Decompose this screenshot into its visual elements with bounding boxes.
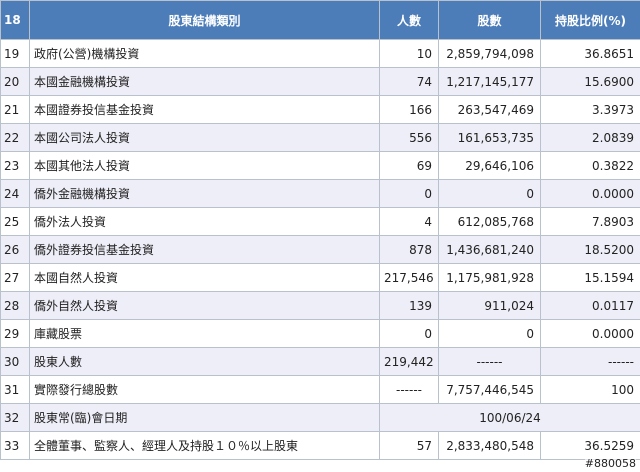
row-number: 29 [0,319,30,348]
row-ratio: 15.1594 [540,263,640,292]
row-ratio: 0.0117 [540,291,640,320]
row-shares: 2,859,794,098 [438,39,541,68]
row-label: 庫藏股票 [29,319,380,348]
header-people: 人數 [379,0,439,40]
table-row: 22 本國公司法人投資 556 161,653,735 2.0839 [0,123,640,152]
table-row: 28 僑外自然人投資 139 911,024 0.0117 [0,291,640,320]
header-ratio: 持股比例(%) [540,0,640,40]
row-shares: 2,833,480,548 [438,431,541,460]
row-ratio: 15.6900 [540,67,640,96]
row-ratio: 3.3973 [540,95,640,124]
row-label: 本國其他法人投資 [29,151,380,180]
row-ratio: 18.5200 [540,235,640,264]
row-number: 32 [0,403,30,432]
row-number: 26 [0,235,30,264]
row-shares: 612,085,768 [438,207,541,236]
row-people: 57 [379,431,439,460]
row-label: 僑外金融機構投資 [29,179,380,208]
row-label: 本國證券投信基金投資 [29,95,380,124]
row-label: 僑外法人投資 [29,207,380,236]
table-row: 26 僑外證券投信基金投資 878 1,436,681,240 18.5200 [0,235,640,264]
row-people: 69 [379,151,439,180]
row-label: 實際發行總股數 [29,375,380,404]
row-label: 全體董事、監察人、經理人及持股１０％以上股東 [29,431,380,460]
table-header-row: 18 股東結構類別 人數 股數 持股比例(%) [0,0,640,40]
row-people: 0 [379,319,439,348]
header-shares: 股數 [438,0,541,40]
table-row: 29 庫藏股票 0 0 0.0000 [0,319,640,348]
row-number: 22 [0,123,30,152]
table-row: 31 實際發行總股數 ------ 7,757,446,545 100 [0,375,640,404]
row-shares: 1,436,681,240 [438,235,541,264]
row-shares: 0 [438,179,541,208]
row-ratio: 36.8651 [540,39,640,68]
row-shares: 161,653,735 [438,123,541,152]
row-label: 僑外自然人投資 [29,291,380,320]
row-people: 74 [379,67,439,96]
row-shares: 7,757,446,545 [438,375,541,404]
table-row: 27 本國自然人投資 217,546 1,175,981,928 15.1594 [0,263,640,292]
row-shares: 263,547,469 [438,95,541,124]
row-number: 30 [0,347,30,376]
row-label: 政府(公營)機構投資 [29,39,380,68]
row-number: 19 [0,39,30,68]
row-number: 28 [0,291,30,320]
row-number: 24 [0,179,30,208]
row-label: 本國自然人投資 [29,263,380,292]
row-people: 556 [379,123,439,152]
table-row: 23 本國其他法人投資 69 29,646,106 0.3822 [0,151,640,180]
row-shares: 911,024 [438,291,541,320]
table-row: 19 政府(公營)機構投資 10 2,859,794,098 36.8651 [0,39,640,68]
row-number: 31 [0,375,30,404]
row-shares: 1,217,145,177 [438,67,541,96]
row-shares: ------ [438,347,541,376]
row-number: 33 [0,431,30,460]
meeting-date: 100/06/24 [379,403,640,432]
table-row: 32 股東常(臨)會日期 100/06/24 [0,403,640,432]
table-row: 33 全體董事、監察人、經理人及持股１０％以上股東 57 2,833,480,5… [0,431,640,460]
row-ratio: 2.0839 [540,123,640,152]
row-ratio: ------ [540,347,640,376]
row-ratio: 100 [540,375,640,404]
table-row: 30 股東人數 219,442 ------ ------ [0,347,640,376]
row-ratio: 0.0000 [540,319,640,348]
row-shares: 1,175,981,928 [438,263,541,292]
row-ratio: 36.5259 [540,431,640,460]
row-people: 878 [379,235,439,264]
table-row: 24 僑外金融機構投資 0 0 0.0000 [0,179,640,208]
table-row: 25 僑外法人投資 4 612,085,768 7.8903 [0,207,640,236]
row-number: 25 [0,207,30,236]
row-shares: 29,646,106 [438,151,541,180]
watermark: #880058 [584,457,636,470]
row-people: 139 [379,291,439,320]
header-category: 股東結構類別 [29,0,380,40]
row-number: 23 [0,151,30,180]
header-index: 18 [0,0,30,40]
row-people: 0 [379,179,439,208]
row-label: 股東常(臨)會日期 [29,403,380,432]
row-people: 217,546 [379,263,439,292]
row-number: 21 [0,95,30,124]
row-people: 10 [379,39,439,68]
row-label: 本國公司法人投資 [29,123,380,152]
row-label: 股東人數 [29,347,380,376]
row-shares: 0 [438,319,541,348]
row-label: 本國金融機構投資 [29,67,380,96]
row-people: 166 [379,95,439,124]
row-number: 20 [0,67,30,96]
row-people: 4 [379,207,439,236]
table-row: 20 本國金融機構投資 74 1,217,145,177 15.6900 [0,67,640,96]
row-number: 27 [0,263,30,292]
table-row: 21 本國證券投信基金投資 166 263,547,469 3.3973 [0,95,640,124]
row-ratio: 0.0000 [540,179,640,208]
row-ratio: 7.8903 [540,207,640,236]
row-people: ------ [379,375,439,404]
row-ratio: 0.3822 [540,151,640,180]
shareholder-structure-table: 18 股東結構類別 人數 股數 持股比例(%) 19 政府(公營)機構投資 10 2,… [0,0,640,460]
row-people: 219,442 [379,347,439,376]
row-label: 僑外證券投信基金投資 [29,235,380,264]
